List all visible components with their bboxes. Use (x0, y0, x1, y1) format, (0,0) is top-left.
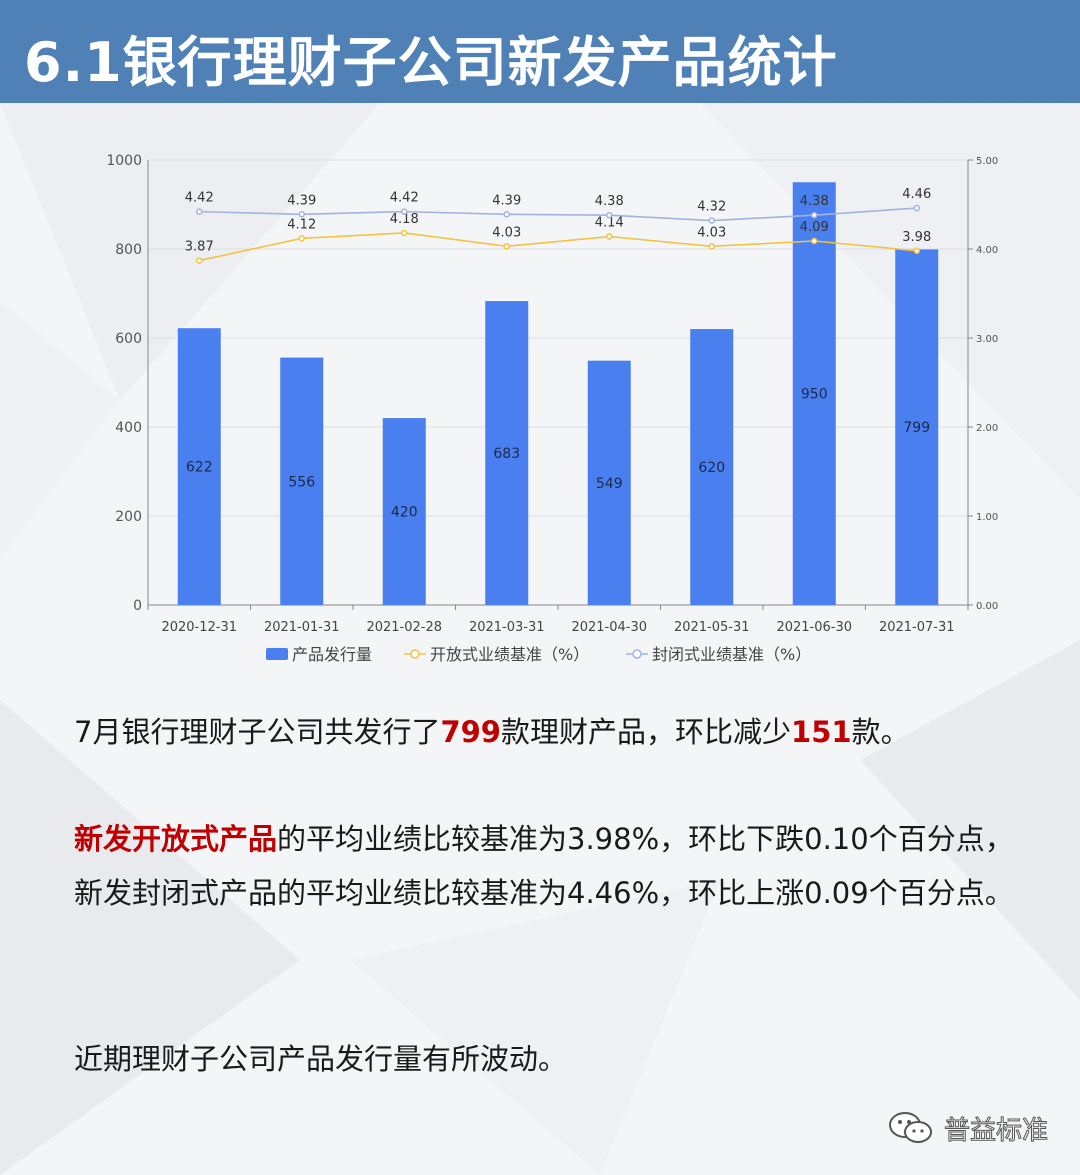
x-tick-label: 2021-02-28 (366, 620, 442, 635)
line-point (298, 211, 305, 218)
summary-text-a: 7月银行理财子公司共发行了 (74, 715, 441, 749)
line-point (503, 211, 510, 218)
line-value-label: 4.12 (287, 217, 316, 232)
line-value-label: 4.03 (697, 225, 726, 240)
issuance-chart: 0 200 400 600 800 1000 0.00 1.00 2.00 3.00 4.00 5.0… (106, 153, 998, 664)
y-left-tick-label: 400 (115, 420, 142, 436)
legend-swatch-point (410, 649, 420, 659)
bar-value-label: 556 (288, 474, 315, 490)
x-tick-label: 2020-12-31 (161, 620, 237, 635)
bar (382, 418, 426, 605)
line-point (913, 247, 920, 255)
y-left-tick-label: 200 (115, 509, 142, 525)
bar (587, 360, 631, 605)
x-tick-label: 2021-05-31 (674, 620, 750, 635)
y-right-tick-label: 2.00 (976, 423, 998, 434)
line-point (196, 208, 203, 215)
line-point (401, 208, 408, 215)
legend-swatch-point (632, 649, 642, 659)
watermark-text: 普益标准 (943, 1115, 1049, 1146)
y-right-tick-label: 5.00 (976, 156, 998, 167)
x-tick-label: 2021-06-30 (776, 620, 852, 635)
bar-value-label: 420 (391, 505, 418, 521)
line-value-label: 4.14 (595, 216, 624, 231)
line-value-label: 3.87 (185, 240, 214, 255)
line-point (401, 229, 408, 237)
summary-text-c: 款。 (851, 715, 910, 749)
y-right-tick-label: 3.00 (976, 334, 998, 345)
bar (895, 249, 939, 605)
bar-value-label: 549 (596, 476, 623, 492)
bar (177, 328, 221, 605)
legend-label: 产品发行量 (292, 645, 372, 664)
legend-label: 开放式业绩基准（%） (430, 645, 589, 664)
legend-label: 封闭式业绩基准（%） (652, 645, 811, 664)
bar (792, 182, 836, 605)
y-right-tick-label: 4.00 (976, 245, 998, 256)
line-point (811, 211, 818, 219)
line-point (196, 257, 203, 264)
line-value-label: 3.98 (902, 230, 931, 245)
bar-value-label: 620 (698, 460, 725, 476)
bar-value-label: 683 (493, 446, 520, 462)
line-value-label: 4.42 (390, 191, 419, 206)
page-header: 6.1银行理财子公司新发产品统计 (0, 0, 1080, 103)
open-benchmark-line (199, 232, 917, 262)
line-point (298, 235, 305, 242)
line-point (708, 243, 715, 250)
line-point (606, 233, 613, 240)
line-value-label: 4.09 (800, 220, 829, 235)
line-value-label: 4.32 (697, 200, 726, 215)
line-value-label: 4.38 (595, 194, 624, 209)
line-point (708, 217, 715, 224)
line-point (606, 211, 613, 219)
line-value-label: 4.39 (287, 193, 316, 208)
line-point (913, 204, 920, 212)
x-tick-label: 2021-03-31 (469, 620, 545, 635)
line-value-label: 4.42 (185, 191, 214, 206)
bar-value-label: 622 (186, 460, 213, 476)
y-left-tick-label: 0 (133, 598, 142, 614)
y-right-tick-label: 1.00 (976, 512, 998, 523)
watermark: 普益标准 (888, 1108, 1049, 1148)
x-tick-label: 2021-04-30 (571, 620, 647, 635)
y-left-tick-label: 800 (115, 242, 142, 258)
summary-text-b: 款理财产品，环比减少 (501, 715, 792, 749)
x-tick-label: 2021-01-31 (264, 620, 340, 635)
paragraph-benchmark: 新发开放式产品的平均业绩比较基准为3.98%，环比下跌0.10个百分点，新发封闭… (74, 812, 1014, 920)
bar (690, 329, 734, 605)
legend-swatch-bar (266, 648, 288, 660)
closed-benchmark-line (199, 207, 917, 222)
line-value-label: 4.18 (390, 212, 419, 227)
x-tick-label: 2021-07-31 (879, 620, 955, 635)
paragraph-summary: 7月银行理财子公司共发行了799款理财产品，环比减少151款。 (74, 705, 1024, 759)
line-point (503, 243, 510, 250)
line-value-label: 4.03 (492, 225, 521, 240)
line-point (811, 237, 818, 245)
bar-value-label: 799 (903, 420, 930, 436)
bar (485, 301, 529, 605)
bar-value-label: 950 (801, 387, 828, 403)
line-value-label: 4.38 (800, 194, 829, 209)
y-left-tick-label: 1000 (106, 153, 142, 169)
wechat-icon (889, 1112, 932, 1143)
bar (280, 357, 324, 605)
summary-decrease: 151 (791, 715, 852, 749)
line-value-label: 4.39 (492, 193, 521, 208)
benchmark-highlight: 新发开放式产品 (74, 822, 278, 856)
y-left-tick-label: 600 (115, 331, 142, 347)
y-right-tick-label: 0.00 (976, 601, 998, 612)
line-value-label: 4.46 (902, 187, 931, 202)
benchmark-text: 的平均业绩比较基准为3.98%，环比下跌0.10个百分点，新发封闭式产品的平均业… (74, 822, 1014, 910)
page-title: 6.1银行理财子公司新发产品统计 (24, 31, 838, 94)
paragraph-conclusion: 近期理财子公司产品发行量有所波动。 (74, 1042, 568, 1076)
summary-count: 799 (440, 715, 501, 749)
